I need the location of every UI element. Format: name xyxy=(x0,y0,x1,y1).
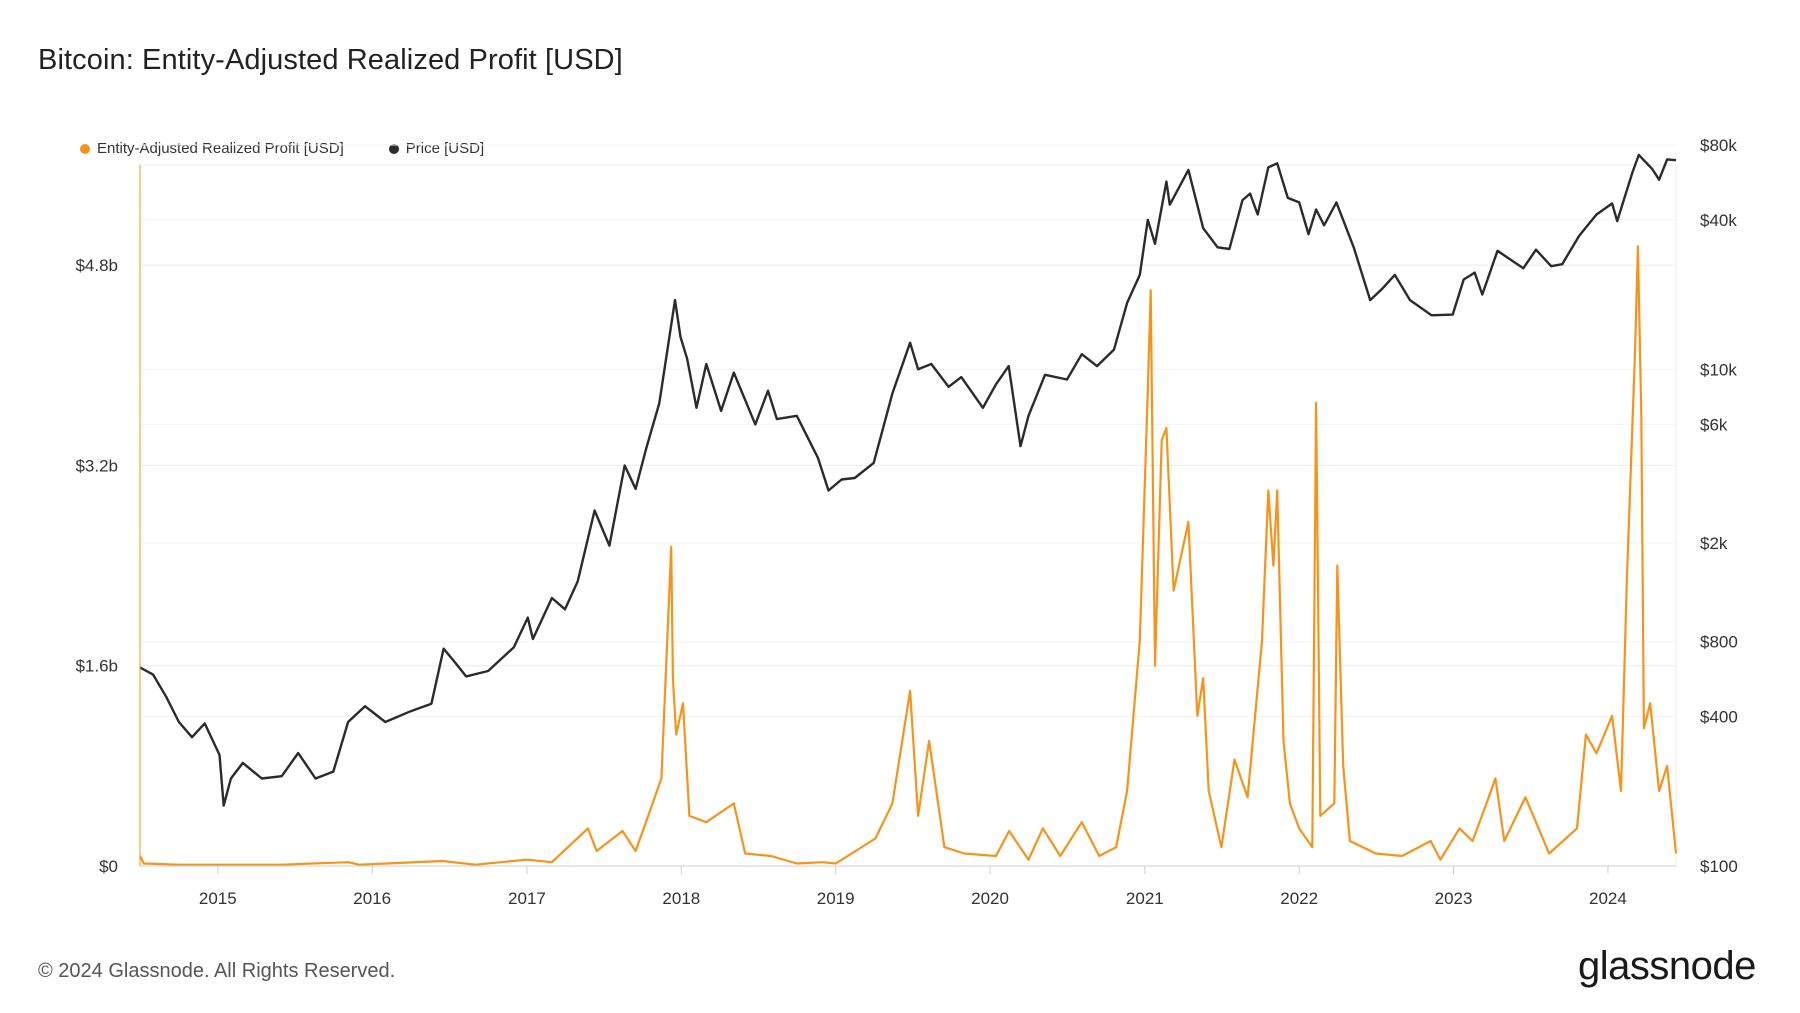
x-tick-label: 2020 xyxy=(971,889,1009,908)
x-tick-label: 2022 xyxy=(1280,889,1318,908)
price-series-line xyxy=(139,153,1677,807)
grid-layer xyxy=(139,144,1677,867)
price-layer xyxy=(139,153,1677,807)
y-left-tick-label: $3.2b xyxy=(75,456,118,475)
x-tick-label: 2018 xyxy=(662,889,700,908)
x-tick-label: 2015 xyxy=(199,889,237,908)
legend-profit-dot xyxy=(80,143,90,154)
x-tick-label: 2017 xyxy=(508,889,546,908)
x-tick-label: 2016 xyxy=(353,889,391,908)
legend-price-label: Price [USD] xyxy=(405,140,485,157)
y-right-tick-label: $40k xyxy=(1700,211,1737,230)
y-right-tick-label: $6k xyxy=(1700,415,1728,434)
footer-copyright: © 2024 Glassnode. All Rights Reserved. xyxy=(38,960,396,982)
y-right-tick-label: $100 xyxy=(1700,857,1738,876)
x-tick-label: 2023 xyxy=(1435,889,1473,908)
legend-profit-label: Entity-Adjusted Realized Profit [USD] xyxy=(97,140,344,157)
page-title: Bitcoin: Entity-Adjusted Realized Profit… xyxy=(38,44,623,76)
legend-item-profit[interactable]: Entity-Adjusted Realized Profit [USD] xyxy=(80,140,344,157)
y-left-tick-label: $4.8b xyxy=(75,256,118,275)
y-right-tick-label: $400 xyxy=(1700,707,1738,726)
x-tick-label: 2024 xyxy=(1589,889,1627,908)
y-right-tick-label: $80k xyxy=(1700,136,1737,155)
x-tick-label: 2019 xyxy=(817,889,855,908)
y-right-tick-label: $10k xyxy=(1700,360,1737,379)
plot-frame xyxy=(139,164,1677,867)
chart-legend: Entity-Adjusted Realized Profit [USD] Pr… xyxy=(80,140,484,157)
y-left-tick-label: $1.6b xyxy=(75,657,118,676)
profit-layer xyxy=(139,245,1678,866)
x-tick-label: 2021 xyxy=(1126,889,1164,908)
profit-series-line xyxy=(139,245,1678,866)
glassnode-logo: glassnode xyxy=(1578,944,1756,988)
legend-price-dot xyxy=(388,143,399,154)
legend-item-price[interactable]: Price [USD] xyxy=(388,140,485,157)
y-right-tick-label: $800 xyxy=(1700,633,1738,652)
axis-layer: $0 $1.6b $3.2b $4.8b $100 $400 $800 $2k $6k $10k $… xyxy=(75,136,1737,908)
y-left-tick-label: $0 xyxy=(99,857,118,876)
y-right-tick-label: $2k xyxy=(1700,534,1728,553)
